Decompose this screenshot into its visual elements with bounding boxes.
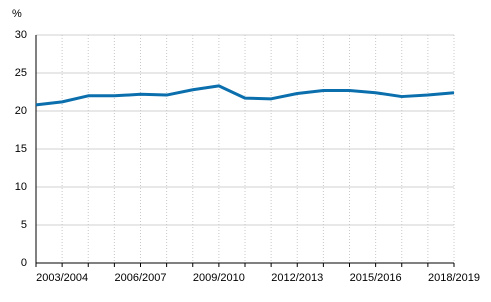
- series-line: [35, 84, 455, 107]
- y-tick-label: 30: [15, 29, 27, 41]
- y-tick-label: 25: [15, 67, 27, 79]
- y-axis-label: %: [12, 8, 22, 20]
- y-tick-label: 0: [21, 257, 27, 269]
- y-tick-label: 15: [15, 143, 27, 155]
- x-tick-label: 2003/2004: [36, 272, 88, 284]
- x-tick-label: 2018/2019: [428, 272, 480, 284]
- x-tick-label: 2006/2007: [115, 272, 167, 284]
- y-tick-label: 10: [15, 181, 27, 193]
- x-tick-label: 2015/2016: [350, 272, 402, 284]
- y-tick-label: 20: [15, 105, 27, 117]
- x-tick-label: 2009/2010: [193, 272, 245, 284]
- y-tick-label: 5: [21, 219, 27, 231]
- x-tick-label: 2012/2013: [271, 272, 323, 284]
